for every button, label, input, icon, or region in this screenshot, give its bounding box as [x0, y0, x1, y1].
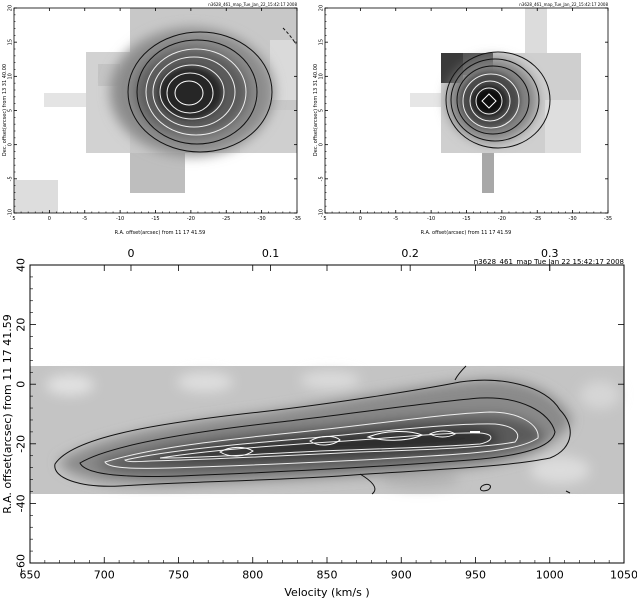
y-tick-label: -40: [15, 494, 28, 512]
x-tick-label: -35: [293, 216, 301, 222]
y-tick-label: 40: [15, 258, 28, 272]
x-tick-label: -25: [533, 216, 541, 222]
y-tick-label: 5: [319, 109, 325, 112]
x-tick-label: 1000: [536, 568, 564, 581]
y-tick-label: 20: [8, 5, 14, 11]
y-tick-label: 10: [8, 73, 14, 79]
x-axis-label-left: R.A. offset(arcsec) from 11 17 41.59: [115, 230, 206, 236]
y-tick-label: 0: [15, 381, 28, 388]
x-tick-label: -15: [151, 216, 159, 222]
x-tick-label: 850: [317, 568, 338, 581]
y-axis-label-right: Dec. offset(arcsec) from 13 31 40.00: [313, 64, 319, 156]
x-tick-label: -30: [258, 216, 266, 222]
y-tick-label: -60: [15, 554, 28, 572]
emission-blob-right: [447, 58, 537, 142]
x-tick-label: -10: [427, 216, 435, 222]
x-tick-label: -35: [604, 216, 612, 222]
y-tick-label: 20: [319, 5, 325, 11]
pv-x-axis-label: Velocity (km/s ): [284, 586, 369, 599]
x-tick-label: -30: [569, 216, 577, 222]
y-tick-label: -20: [15, 435, 28, 453]
y-tick-label: 0: [319, 143, 325, 146]
pv-y-axis-label: R.A. offset(arcsec) from 11 17 41.59: [1, 314, 14, 513]
y-tick-label: -10: [8, 209, 14, 217]
x-tick-label: 750: [168, 568, 189, 581]
x-tick-label: 1050: [610, 568, 637, 581]
y-tick-label: -10: [319, 209, 325, 217]
y-tick-label: 15: [8, 39, 14, 45]
x-tick-label: -5: [393, 216, 398, 222]
top-tick-label: 0.2: [401, 247, 419, 260]
x-tick-label: -10: [116, 216, 124, 222]
x-tick-label: 700: [94, 568, 115, 581]
x-tick-label: -25: [222, 216, 230, 222]
y-tick-label: 0: [8, 143, 14, 146]
top-tick-label: 0: [127, 247, 134, 260]
x-tick-label: 0: [359, 216, 362, 222]
y-tick-label: 15: [319, 39, 325, 45]
top-tick-label: 0.1: [262, 247, 280, 260]
x-tick-label: 800: [242, 568, 263, 581]
x-tick-label: -15: [462, 216, 470, 222]
y-tick-label: 10: [319, 73, 325, 79]
y-tick-label: -5: [319, 176, 325, 181]
x-tick-label: 900: [391, 568, 412, 581]
map-title-right: n3628_461_map_Tue_Jan_22_15:42:17 2008: [519, 2, 608, 7]
y-tick-label: 20: [15, 318, 28, 332]
x-tick-label: 0: [48, 216, 51, 222]
y-axis-label-left: Dec. offset(arcsec) from 13 31 40.00: [2, 64, 8, 156]
x-tick-label: 950: [465, 568, 486, 581]
x-tick-label: -20: [187, 216, 195, 222]
pv-title: n3628_461_map Tue Jan 22 15:42:17 2008: [474, 258, 624, 266]
x-axis-label-right: R.A. offset(arcsec) from 11 17 41.59: [421, 230, 512, 236]
emission-blob-left: [110, 28, 274, 156]
y-tick-label: 5: [8, 109, 14, 112]
x-tick-label: -20: [498, 216, 506, 222]
x-tick-label: -5: [82, 216, 87, 222]
y-tick-label: -5: [8, 176, 14, 181]
map-title-left: n3628_461_map_Tue_Jan_22_15:42:17 2008: [208, 2, 297, 7]
